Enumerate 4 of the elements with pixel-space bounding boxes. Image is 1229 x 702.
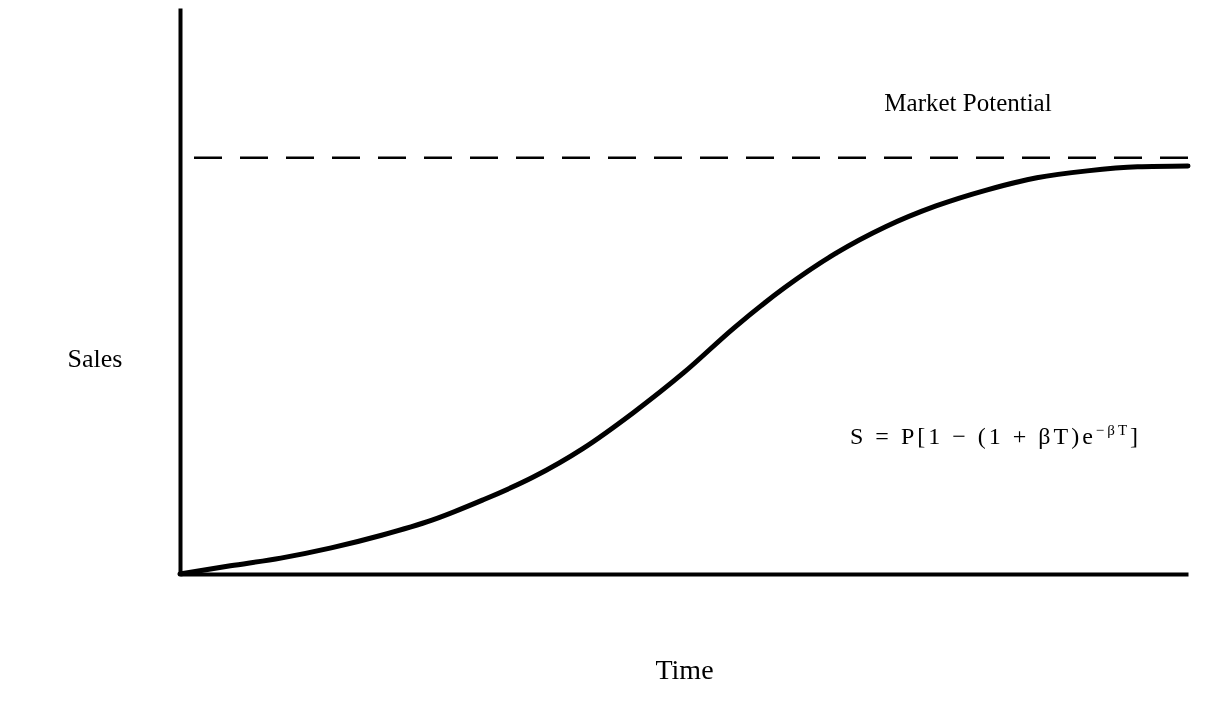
x-axis-title: Time (655, 653, 714, 685)
y-axis-title: Sales (67, 343, 123, 373)
ref-line-label: Market Potential (884, 88, 1052, 116)
annotation: S = P[1 − (1 + βT)e$^{−βT}$] (850, 422, 1142, 450)
